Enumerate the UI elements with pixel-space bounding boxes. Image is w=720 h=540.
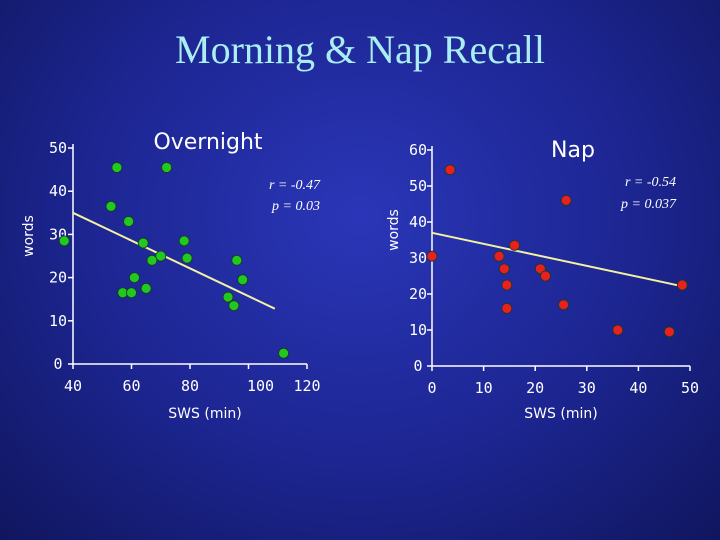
data-point xyxy=(676,279,688,291)
data-point xyxy=(140,282,152,294)
x-axis-label: SWS (min) xyxy=(524,406,597,422)
slide-title: Morning & Nap Recall xyxy=(175,27,545,72)
data-point xyxy=(426,250,438,262)
y-axis-label: words xyxy=(21,215,37,257)
correlation-p: p = 0.03 xyxy=(271,199,320,214)
data-point xyxy=(222,291,234,303)
x-tick-label: 20 xyxy=(526,379,544,397)
x-tick-label: 60 xyxy=(122,377,140,395)
x-tick-label: 10 xyxy=(475,379,493,397)
data-point xyxy=(278,347,290,359)
data-point xyxy=(228,300,240,312)
x-axis-label: SWS (min) xyxy=(168,406,241,422)
data-point xyxy=(498,263,510,275)
y-axis-label: words xyxy=(386,209,402,251)
y-tick-label: 50 xyxy=(49,139,67,157)
x-tick-label: 30 xyxy=(578,379,596,397)
y-tick-label: 20 xyxy=(409,285,427,303)
y-tick-label: 10 xyxy=(409,321,427,339)
y-tick-label: 40 xyxy=(409,213,427,231)
data-point xyxy=(58,235,70,247)
y-tick-label: 30 xyxy=(409,249,427,267)
data-point xyxy=(105,200,117,212)
data-point xyxy=(509,239,520,251)
correlation-r: r = -0.54 xyxy=(625,175,676,190)
data-point xyxy=(501,279,513,291)
data-point xyxy=(181,252,193,264)
trend-line xyxy=(72,211,276,310)
x-tick-label: 40 xyxy=(629,379,647,397)
y-tick-label: 10 xyxy=(49,312,67,330)
data-point xyxy=(612,324,624,336)
chart-title: Overnight xyxy=(153,130,262,155)
correlation-p: p = 0.037 xyxy=(620,197,677,212)
y-tick-label: 0 xyxy=(53,355,62,373)
data-point xyxy=(560,194,572,206)
nap-chart: 0 10 20 30 40 50 60 0 10 20 30 40 50 Nap words SWS (min… xyxy=(386,138,699,422)
trend-line xyxy=(431,231,686,288)
data-point xyxy=(129,272,140,284)
data-point xyxy=(534,263,546,275)
chart-title: Nap xyxy=(551,138,595,163)
data-point xyxy=(237,274,249,286)
data-point xyxy=(444,164,456,176)
data-point xyxy=(501,302,513,314)
data-point xyxy=(137,237,149,249)
data-point xyxy=(493,250,505,262)
data-point xyxy=(231,254,243,266)
data-point xyxy=(146,254,158,266)
data-point xyxy=(178,235,190,247)
data-point xyxy=(663,326,675,338)
y-tick-label: 50 xyxy=(409,177,427,195)
x-tick-label: 120 xyxy=(293,377,320,395)
y-tick-label: 60 xyxy=(409,141,427,159)
data-point xyxy=(123,216,134,227)
correlation-r: r = -0.47 xyxy=(269,178,321,193)
data-point xyxy=(111,162,123,173)
data-point xyxy=(558,299,569,311)
x-tick-label: 0 xyxy=(427,379,436,397)
data-point xyxy=(126,287,137,299)
y-tick-label: 40 xyxy=(49,182,67,200)
x-tick-label: 50 xyxy=(681,379,699,397)
x-tick-label: 80 xyxy=(181,377,199,395)
x-tick-label: 100 xyxy=(247,377,274,395)
x-tick-label: 40 xyxy=(64,377,82,395)
data-point xyxy=(540,270,551,282)
y-tick-label: 0 xyxy=(413,357,422,375)
data-point xyxy=(161,162,173,173)
y-tick-label: 20 xyxy=(49,269,67,287)
data-point xyxy=(155,250,167,262)
